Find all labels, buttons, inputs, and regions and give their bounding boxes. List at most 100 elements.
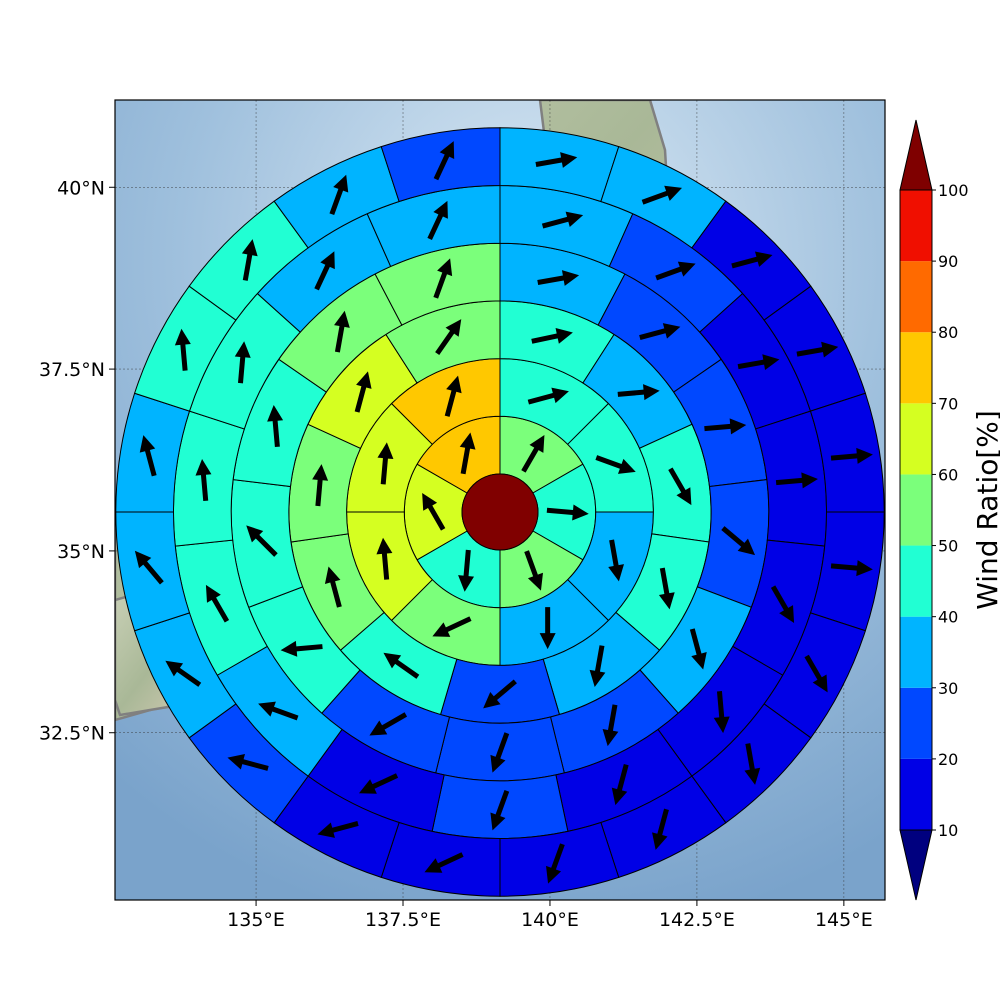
colorbar-swatch [900,261,932,333]
wind-arrow [459,432,476,475]
wind-arrow [490,732,510,773]
wind-arrow [589,645,606,687]
colorbar-over-extension [899,119,933,191]
wind-arrow [830,447,873,464]
colorbar-tick-label: 100 [938,181,969,200]
wind-arrow [444,375,462,417]
lon-tick-label: 135°E [227,909,285,931]
wind-arrow [668,467,692,506]
lat-tick-label: 35°N [57,541,105,563]
wind-arrow [280,640,323,657]
colorbar-tick-label: 60 [938,465,958,484]
lat-tick-label: 40°N [57,177,105,199]
lat-tick-label: 32.5°N [39,723,105,745]
wind-arrow [539,607,556,650]
wind-arrow [731,251,773,269]
colorbar-swatch [900,403,932,475]
colorbar: 10 20 30 40 50 60 70 80 90 100 [899,119,969,901]
wind-arrow [521,435,545,473]
colorbar-tick-label: 10 [938,821,958,840]
colorbar-swatch [900,616,932,688]
colorbar-tick-label: 40 [938,608,958,627]
colorbar-swatch [900,474,932,546]
colorbar-tick-label: 20 [938,750,958,769]
colorbar-tick-label: 80 [938,323,958,342]
wind-arrow [830,560,873,577]
colorbar-swatch [900,687,932,759]
wind-arrow [433,141,455,181]
wind-arrow [354,371,372,413]
colorbar-frame [899,189,933,831]
lon-tick-label: 137.5°E [365,909,441,931]
wind-arrow [432,616,472,637]
wind-arrow [134,550,164,585]
wind-arrow [744,743,761,785]
wind-arrow [139,435,157,477]
wind-arrow [377,442,394,485]
wind-arrow [424,852,464,873]
wind-arrow [490,790,510,831]
colorbar-tick-label: 50 [938,537,958,556]
colorbar-tick-label: 90 [938,252,958,271]
wind-arrow [775,472,818,489]
wind-ratio-sectors [115,127,885,897]
lat-tick-label: 37.5°N [39,359,105,381]
lon-tick-label: 145°E [815,909,873,931]
wind-arrow [527,387,569,405]
wind-arrow [770,585,795,624]
wind-arrow [312,464,329,507]
wind-arrow [639,323,681,340]
map-area [115,100,885,900]
colorbar-swatch [900,758,932,830]
wind-direction-arrows [134,141,873,884]
colorbar-tick-label: 30 [938,679,958,698]
wind-arrow [658,567,675,610]
wind-arrow [241,239,258,281]
wind-arrow [704,418,747,435]
lon-tick-label: 140°E [521,909,579,931]
wind-arrow [334,310,350,353]
wind-arrow [546,504,589,521]
wind-arrow [483,679,517,709]
wind-arrow [205,584,230,623]
wind-arrow [234,341,251,384]
wind-arrow [595,455,636,474]
wind-arrow [602,704,619,747]
wind-arrow [524,550,543,591]
map-frame [114,99,886,901]
wind-arrow [317,821,359,838]
longitude-tick-labels: 135°E 137.5°E 140°E 142.5°E 145°E [227,900,873,931]
lon-tick-label: 142.5°E [659,909,735,931]
wind-arrow [195,458,212,502]
wind-arrow [804,654,828,693]
wind-arrow [541,211,584,229]
colorbar-swatch [900,190,932,262]
wind-arrow [383,652,420,679]
wind-arrow [246,525,278,557]
colorbar-under-extension [899,829,933,901]
wind-arrow [546,843,565,884]
wind-arrow [721,526,756,556]
wind-arrow [314,251,335,291]
wind-arrow [427,200,448,241]
wind-arrow [655,261,696,281]
wind-arrow [617,384,660,401]
wind-arrow [376,537,393,580]
colorbar-swatch [900,545,932,617]
wind-arrow [458,549,475,592]
wind-arrow [713,691,730,734]
wind-arrow [689,628,707,670]
wind-arrow [433,258,453,299]
wind-arrow [608,539,624,582]
wind-arrow [165,660,202,687]
wind-arrow [737,354,780,371]
wind-arrow [324,566,342,608]
wind-arrow [267,404,284,448]
wind-arrow [358,773,399,794]
wind-arrow [227,753,269,771]
wind-arrow [329,174,349,216]
center-disk [461,473,539,551]
wind-arrow [531,328,573,344]
colorbar-label: Wind Ratio[%] [971,410,1000,610]
